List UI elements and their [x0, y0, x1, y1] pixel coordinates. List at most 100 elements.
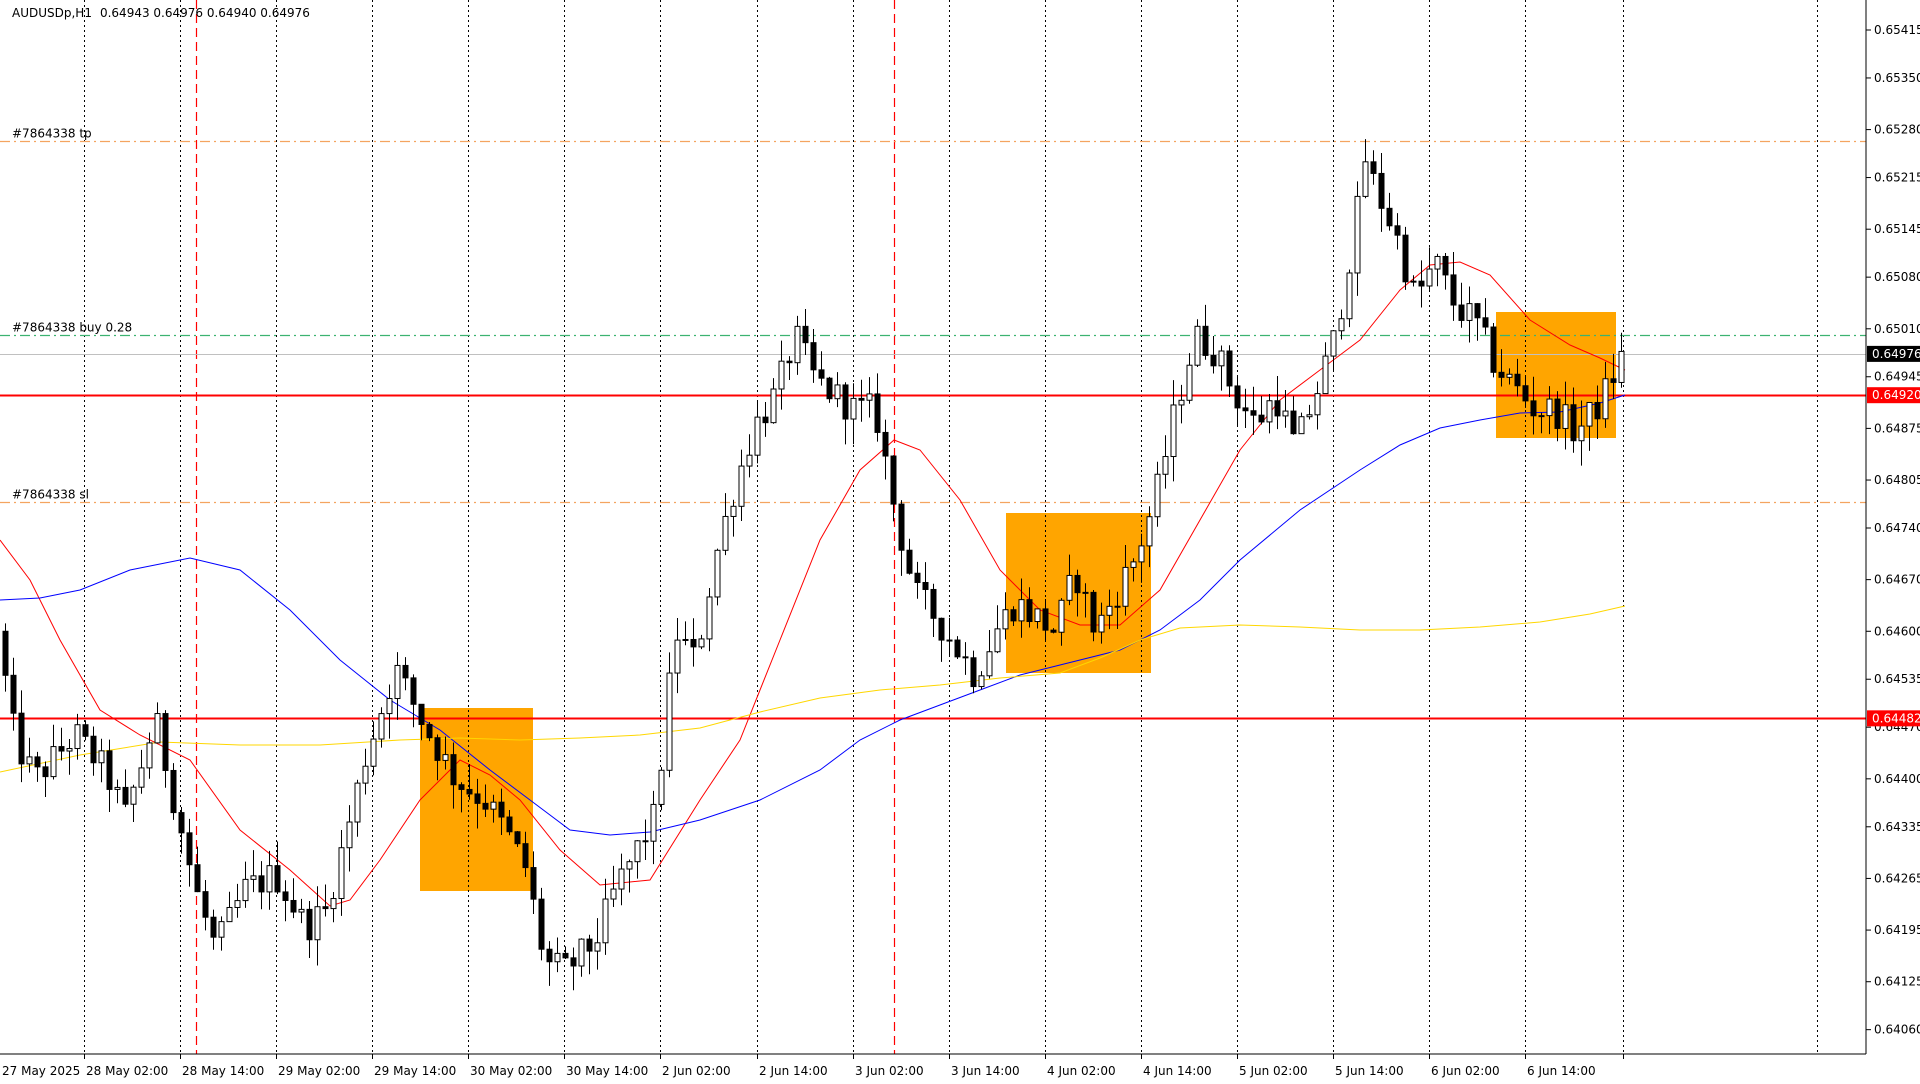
candle-body	[2, 630, 9, 676]
candle-body	[1250, 410, 1257, 416]
ohlc-values: 0.64943 0.64976 0.64940 0.64976	[100, 6, 310, 20]
price-label: 0.64125	[1874, 975, 1920, 989]
candle-body	[570, 957, 577, 967]
candle-body	[778, 360, 785, 390]
candle-body	[1266, 400, 1273, 423]
candle-body	[322, 906, 329, 910]
candle-body	[402, 664, 409, 679]
candle-body	[362, 765, 369, 784]
price-label: 0.65280	[1874, 123, 1920, 137]
candle-body	[578, 938, 585, 967]
price-label: 0.64060	[1874, 1023, 1920, 1037]
candle-body	[282, 891, 289, 901]
candle-body	[1546, 398, 1553, 417]
candle-body	[642, 840, 649, 843]
price-label: 0.64335	[1874, 820, 1920, 834]
candle-body	[1450, 274, 1457, 306]
candle-body	[554, 952, 561, 963]
candle-body	[1082, 591, 1089, 594]
candle-body	[698, 638, 705, 648]
price-label: 0.64195	[1874, 923, 1920, 937]
candle-body	[378, 713, 385, 740]
price-label: 0.65080	[1874, 270, 1920, 284]
candle-body	[178, 812, 185, 834]
candle-body	[330, 898, 337, 910]
time-label: 28 May 02:00	[86, 1064, 168, 1078]
candle-body	[202, 891, 209, 918]
candle-body	[1482, 317, 1489, 328]
candle-body	[666, 672, 673, 771]
candle-body	[874, 393, 881, 433]
candle-body	[810, 342, 817, 371]
candle-body	[858, 397, 865, 401]
candle-body	[250, 875, 257, 880]
candle-body	[50, 746, 57, 778]
candle-body	[1426, 268, 1433, 287]
candle-body	[682, 638, 689, 641]
price-label: 0.64600	[1874, 624, 1920, 638]
candle-body	[1346, 272, 1353, 320]
candle-body	[530, 867, 537, 900]
level-price-box-text: 0.64482	[1872, 711, 1920, 725]
candle-body	[458, 784, 465, 790]
candle-body	[58, 746, 65, 752]
candle-body	[1274, 400, 1281, 417]
candle-body	[74, 724, 81, 750]
candle-body	[146, 742, 153, 769]
time-label: 2 Jun 14:00	[759, 1064, 828, 1078]
time-label: 6 Jun 02:00	[1431, 1064, 1500, 1078]
time-label: 4 Jun 14:00	[1143, 1064, 1212, 1078]
candle-body	[1314, 393, 1321, 416]
trade-level-label: #7864338 tp	[12, 127, 92, 141]
candle-body	[210, 916, 217, 938]
candle-body	[1218, 350, 1225, 367]
ma-fast-line	[0, 261, 1626, 907]
candle-body	[794, 325, 801, 364]
candle-body	[1514, 373, 1521, 387]
candle-body	[1554, 398, 1561, 429]
candle-body	[1282, 410, 1289, 417]
time-label: 27 May 2025	[2, 1064, 80, 1078]
candle-body	[538, 898, 545, 950]
candle-body	[882, 431, 889, 457]
price-label: 0.65010	[1874, 322, 1920, 336]
candle-body	[714, 549, 721, 598]
candle-body	[930, 588, 937, 619]
candle-body	[602, 898, 609, 944]
candle-body	[1474, 303, 1481, 319]
ma-slow-line	[0, 605, 1626, 773]
candle-body	[370, 738, 377, 767]
candle-body	[506, 816, 513, 833]
candle-body	[386, 698, 393, 715]
candle-body	[1570, 404, 1577, 442]
candle-body	[1394, 225, 1401, 236]
price-label: 0.64265	[1874, 871, 1920, 885]
candle-body	[1074, 574, 1081, 594]
candle-body	[482, 802, 489, 810]
candle-body	[586, 938, 593, 952]
candle-body	[770, 388, 777, 424]
candle-body	[346, 821, 353, 849]
candle-body	[1138, 545, 1145, 563]
level-price-box	[1867, 387, 1920, 404]
candle-body	[746, 454, 753, 467]
candle-body	[290, 899, 297, 913]
time-label: 2 Jun 02:00	[662, 1064, 731, 1078]
candle-body	[82, 724, 89, 737]
candle-body	[890, 455, 897, 505]
candle-body	[1362, 161, 1369, 197]
time-label: 29 May 02:00	[278, 1064, 360, 1078]
candle-body	[1170, 404, 1177, 458]
candle-body	[850, 397, 857, 420]
candle-body	[1034, 608, 1041, 623]
time-label: 3 Jun 02:00	[855, 1064, 924, 1078]
price-label: 0.64400	[1874, 772, 1920, 786]
candle-body	[418, 703, 425, 725]
candle-body	[266, 865, 273, 893]
candle-body	[1026, 599, 1033, 623]
candle-body	[1130, 561, 1137, 568]
candle-body	[658, 769, 665, 805]
candle-body	[1210, 354, 1217, 367]
